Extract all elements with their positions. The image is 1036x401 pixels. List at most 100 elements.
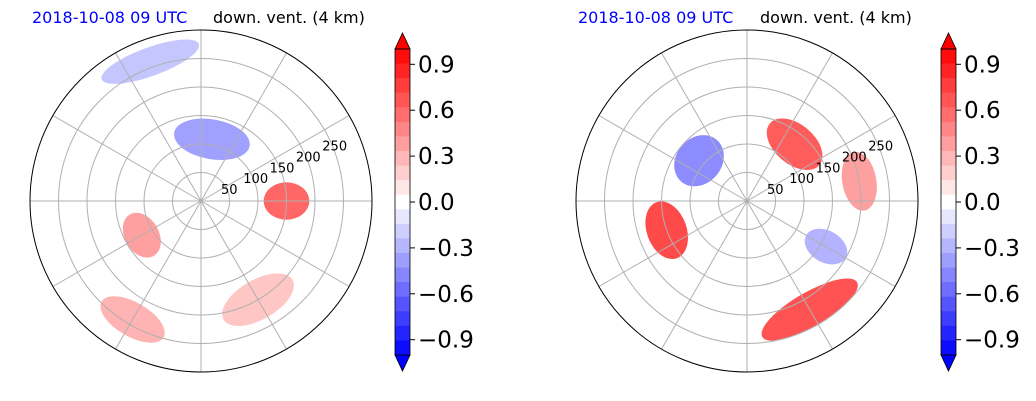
colorbar-swatch [941,121,956,137]
radial-tick-label: 250 [322,140,347,155]
colorbar-tick-label: 0.3 [964,144,1001,170]
angular-gridline [200,200,287,350]
colorbar-swatch [941,180,956,196]
colorbar-swatch [941,78,956,94]
colorbar-swatch [941,282,956,298]
angular-gridline [200,52,287,202]
colorbar-extend-min [940,354,957,372]
radial-tick-label: 150 [270,161,295,176]
polar-frame-left [29,29,373,373]
colorbar-swatch [941,223,956,239]
panel-left: 2018-10-08 09 UTC down. vent. (4 km) 50 … [29,8,474,373]
colorbar-tick-label: 0.9 [418,52,455,78]
colorbar-swatch [395,92,410,108]
angular-gridline [746,115,896,202]
angular-gridline [115,200,202,350]
colorbar-swatches-left [394,32,415,372]
colorbar-swatch [941,49,956,64]
radial-tick-label: 100 [789,172,814,187]
radial-tick-label: 100 [243,172,268,187]
colorbar-tick-label: −0.3 [964,236,1020,262]
colorbar-swatch [395,282,410,298]
polar-grid-left [30,30,372,372]
colorbar-swatch [395,165,410,181]
heatmap-feature [674,135,724,187]
colorbar-swatch [395,136,410,152]
colorbar-swatch [941,63,956,79]
heatmap-feature [101,39,200,84]
angular-gridline [200,200,350,287]
colorbar-extend-max [940,32,957,50]
angular-gridline [200,115,350,202]
colorbar-swatch [395,267,410,283]
radial-tick-label: 250 [868,140,893,155]
radial-tick-label: 50 [767,183,784,198]
colorbar-left: 0.9 0.6 0.3 0.0 −0.3 −0.6 −0.9 [394,32,474,372]
colorbar-swatch [941,238,956,254]
colorbar-swatch [941,340,956,356]
colorbar-extend-min [394,354,411,372]
colorbar-swatch [395,180,410,196]
polar-grid-right [576,30,918,372]
polar-plot-right: 50 100 150 200 250 [575,29,919,373]
polar-frame-right [575,29,919,373]
colorbar-swatch [395,340,410,356]
colorbar-tick-label: 0.9 [964,52,1001,78]
heatmap-feature [766,118,823,170]
colorbar-extend-max [394,32,411,50]
polar-plot-left: 50 100 150 200 250 [29,29,373,373]
angular-gridline [746,52,833,202]
colorbar-swatch [395,253,410,268]
colorbar-tick-label: −0.3 [418,236,474,262]
colorbar-swatches-right [940,32,961,372]
colorbar-swatch [941,92,956,108]
colorbar-tick-label: −0.9 [418,328,474,354]
angular-gridline [746,200,896,287]
colorbar-swatch [941,194,956,210]
colorbar-swatch [395,209,410,225]
colorbar-ticks-right: 0.9 0.6 0.3 0.0 −0.3 −0.6 −0.9 [964,52,1020,353]
radial-tick-label: 200 [296,150,321,165]
colorbar-right: 0.9 0.6 0.3 0.0 −0.3 −0.6 −0.9 [940,32,1020,372]
angular-gridline [661,200,748,350]
colorbar-swatch [941,136,956,152]
radial-tick-labels-right: 50 100 150 200 250 [767,140,893,199]
colorbar-tick-label: 0.0 [964,190,1001,216]
colorbar-tick-label: −0.6 [418,282,474,308]
angular-gridline [746,200,833,350]
colorbar-swatch [941,325,956,341]
colorbar-swatch [941,296,956,312]
colorbar-swatch [395,63,410,79]
radial-tick-label: 50 [221,183,238,198]
colorbar-swatch [941,165,956,181]
title-left-variable: down. vent. (4 km) [213,8,365,27]
radial-tick-label: 200 [842,150,867,165]
colorbar-swatch [395,223,410,239]
colorbar-swatch [395,107,410,123]
angular-gridline [598,200,748,287]
colorbar-tick-label: 0.6 [418,98,455,124]
title-right-date: 2018-10-08 09 UTC [578,8,733,27]
colorbar-swatch [395,311,410,327]
angular-gridline [52,115,202,202]
colorbar-tick-label: −0.6 [964,282,1020,308]
colorbar-swatch [395,194,410,210]
colorbar-swatch [941,253,956,268]
angular-gridline [52,200,202,287]
colorbar-swatch [395,238,410,254]
colorbar-swatch [941,311,956,327]
panel-right: 2018-10-08 09 UTC down. vent. (4 km) 50 … [575,8,1020,373]
angular-gridline [661,52,748,202]
colorbar-ticks-left: 0.9 0.6 0.3 0.0 −0.3 −0.6 −0.9 [418,52,474,353]
colorbar-tick-label: 0.0 [418,190,455,216]
colorbar-swatch [941,267,956,283]
angular-gridline [115,52,202,202]
title-right-variable: down. vent. (4 km) [760,8,912,27]
radial-tick-label: 150 [816,161,841,176]
colorbar-tick-label: −0.9 [964,328,1020,354]
title-left-date: 2018-10-08 09 UTC [32,8,187,27]
colorbar-swatch [941,151,956,166]
colorbar-tick-label: 0.6 [964,98,1001,124]
colorbar-swatch [941,107,956,123]
